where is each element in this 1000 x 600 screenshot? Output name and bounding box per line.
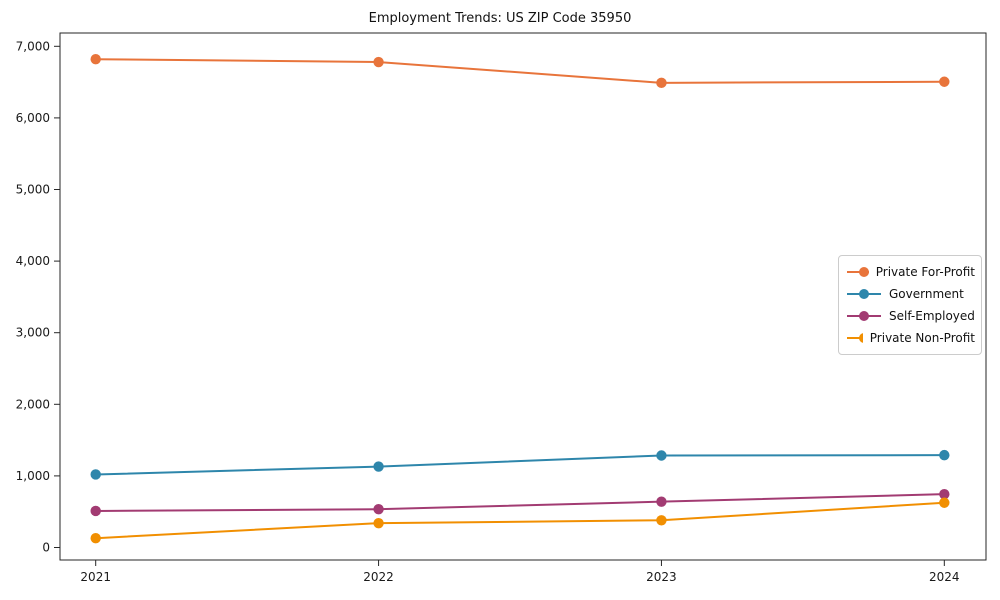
- legend-dot: [859, 311, 869, 321]
- data-point-private-non-profit: [373, 517, 384, 529]
- x-tick-label: 2022: [363, 570, 394, 584]
- y-tick-label: 1,000: [16, 469, 50, 483]
- legend-item-self-employed: Self-Employed: [846, 305, 975, 327]
- legend-label: Private Non-Profit: [869, 331, 975, 345]
- data-point-self-employed: [939, 488, 950, 500]
- legend-marker-icon: [847, 333, 863, 343]
- series-line-private-for-profit: [95, 58, 945, 84]
- data-point-self-employed: [656, 496, 667, 507]
- y-tick-label: 6,000: [16, 111, 50, 125]
- y-tick-label: 2,000: [16, 397, 50, 411]
- chart-title: Employment Trends: US ZIP Code 35950: [368, 11, 632, 26]
- series-line-self-employed: [95, 493, 945, 512]
- data-point-self-employed: [90, 505, 101, 517]
- axes-frame: [59, 32, 987, 561]
- series-line-private-non-profit: [95, 501, 945, 540]
- legend-item-private-non-profit: Private Non-Profit: [846, 327, 975, 349]
- legend-label: Self-Employed: [889, 309, 975, 323]
- legend-label: Private For-Profit: [875, 265, 975, 279]
- legend-label: Government: [889, 287, 964, 301]
- data-point-private-non-profit: [90, 532, 101, 544]
- data-point-government: [656, 450, 667, 461]
- legend-dot: [859, 267, 869, 277]
- legend-marker-icon: [847, 311, 881, 321]
- legend-marker-icon: [847, 267, 869, 277]
- data-point-government: [90, 469, 101, 480]
- data-point-private-non-profit: [939, 497, 950, 508]
- x-tick-label: 2024: [929, 570, 960, 584]
- data-point-private-for-profit: [373, 56, 384, 68]
- legend-dot: [859, 333, 863, 343]
- data-point-private-for-profit: [90, 53, 101, 65]
- y-tick-label: 0: [42, 541, 50, 555]
- legend-item-private-for-profit: Private For-Profit: [846, 261, 975, 283]
- data-point-government: [373, 461, 384, 472]
- legend-item-government: Government: [846, 283, 975, 305]
- data-point-private-non-profit: [656, 515, 667, 526]
- data-point-private-for-profit: [939, 76, 950, 87]
- series-line-government: [95, 454, 945, 476]
- data-point-self-employed: [373, 503, 384, 515]
- y-tick-label: 5,000: [16, 183, 50, 197]
- y-tick-label: 7,000: [16, 39, 50, 53]
- x-tick-label: 2021: [80, 570, 111, 584]
- data-point-private-for-profit: [656, 77, 667, 89]
- y-tick-label: 4,000: [16, 254, 50, 268]
- data-point-government: [939, 449, 950, 461]
- x-tick-label: 2023: [646, 570, 677, 584]
- legend-marker-icon: [847, 289, 881, 299]
- y-tick-label: 3,000: [16, 326, 50, 340]
- legend-dot: [859, 289, 869, 299]
- legend: Private For-Profit Government Self-Employe…: [838, 255, 982, 355]
